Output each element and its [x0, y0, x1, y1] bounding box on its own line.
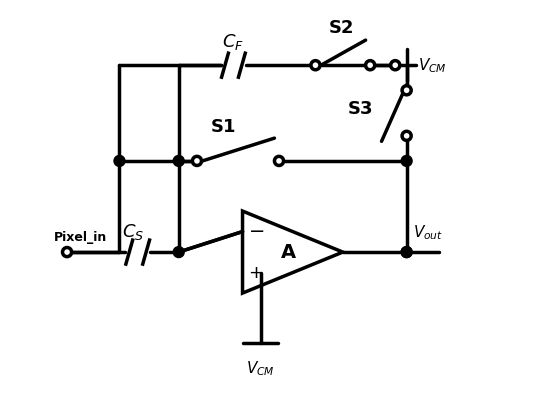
Circle shape: [114, 155, 125, 166]
Circle shape: [402, 86, 411, 95]
Circle shape: [401, 247, 412, 258]
Text: S2: S2: [329, 19, 355, 37]
Text: $V_{out}$: $V_{out}$: [413, 223, 444, 242]
Circle shape: [173, 247, 184, 258]
Circle shape: [365, 61, 375, 70]
Circle shape: [401, 247, 412, 258]
Text: A: A: [281, 242, 296, 261]
Circle shape: [311, 61, 320, 70]
Text: $C_F$: $C_F$: [223, 33, 244, 52]
Text: S1: S1: [210, 118, 236, 136]
Circle shape: [193, 157, 201, 166]
Text: $V_{CM}$: $V_{CM}$: [418, 56, 447, 75]
Text: $V_{CM}$: $V_{CM}$: [247, 359, 275, 378]
Circle shape: [391, 61, 400, 70]
Text: S3: S3: [348, 100, 373, 118]
Circle shape: [62, 247, 71, 256]
Text: $-$: $-$: [248, 220, 264, 239]
Circle shape: [402, 131, 411, 140]
Text: $C_S$: $C_S$: [122, 222, 144, 242]
Circle shape: [275, 157, 283, 166]
Text: $+$: $+$: [248, 263, 263, 282]
Circle shape: [401, 155, 412, 166]
Circle shape: [173, 155, 184, 166]
Text: Pixel_in: Pixel_in: [54, 231, 107, 244]
